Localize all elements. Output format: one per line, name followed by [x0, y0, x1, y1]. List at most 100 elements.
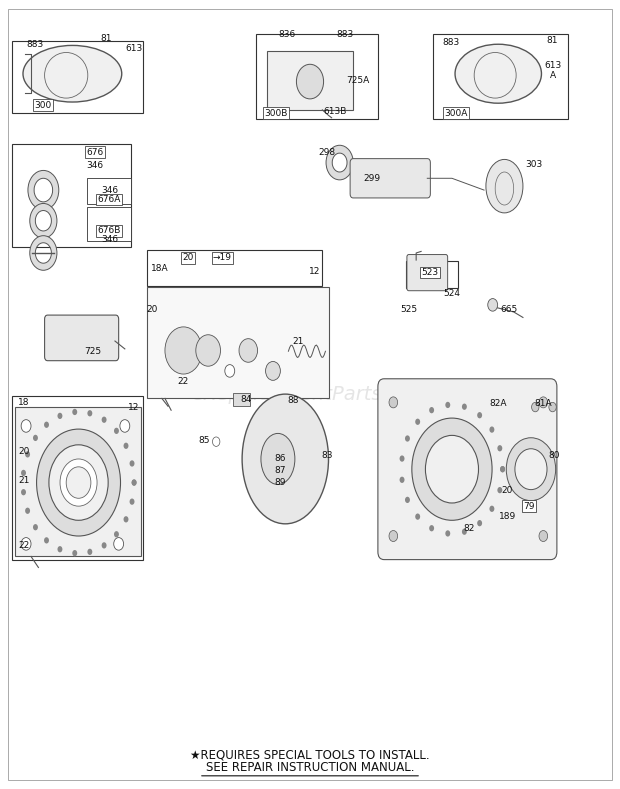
Text: 20: 20 — [146, 305, 157, 314]
Text: eReplacementParts.com: eReplacementParts.com — [191, 385, 429, 404]
Text: →19: →19 — [213, 253, 232, 262]
Ellipse shape — [486, 159, 523, 213]
Text: 300A: 300A — [445, 109, 468, 118]
Circle shape — [123, 516, 128, 522]
Circle shape — [131, 480, 136, 486]
Circle shape — [114, 531, 119, 537]
Circle shape — [102, 417, 107, 423]
Circle shape — [399, 477, 404, 483]
Text: 82: 82 — [464, 524, 475, 533]
Circle shape — [120, 420, 130, 432]
Text: 676B: 676B — [98, 226, 121, 235]
Circle shape — [102, 542, 107, 548]
Text: 20: 20 — [182, 253, 193, 262]
Text: 346: 346 — [101, 186, 118, 196]
Text: 346: 346 — [101, 235, 118, 244]
Circle shape — [58, 546, 63, 552]
Circle shape — [531, 402, 539, 412]
Circle shape — [405, 497, 410, 503]
Circle shape — [21, 489, 26, 495]
Bar — [267, 51, 353, 110]
Circle shape — [58, 413, 63, 419]
Text: 81: 81 — [100, 34, 112, 43]
Circle shape — [21, 537, 31, 550]
FancyBboxPatch shape — [45, 315, 118, 361]
Circle shape — [462, 529, 467, 535]
Ellipse shape — [242, 394, 329, 524]
Bar — [15, 407, 141, 556]
Circle shape — [429, 407, 434, 413]
FancyBboxPatch shape — [234, 393, 249, 406]
Bar — [433, 35, 568, 118]
Circle shape — [21, 469, 26, 476]
Circle shape — [497, 487, 502, 493]
Text: 300B: 300B — [264, 109, 288, 118]
Text: 613
A: 613 A — [544, 61, 561, 80]
Bar — [12, 41, 143, 113]
Text: 613: 613 — [125, 44, 143, 53]
Text: 83: 83 — [322, 451, 333, 460]
Text: 725: 725 — [84, 346, 101, 356]
Circle shape — [196, 335, 221, 366]
Circle shape — [415, 514, 420, 520]
Circle shape — [489, 426, 494, 432]
Text: 80: 80 — [548, 451, 560, 460]
Circle shape — [477, 520, 482, 526]
Circle shape — [21, 420, 31, 432]
Text: 298: 298 — [319, 148, 336, 157]
Circle shape — [113, 537, 123, 550]
Text: 84: 84 — [240, 394, 252, 404]
Text: 81: 81 — [546, 36, 558, 45]
Text: 18: 18 — [18, 398, 29, 407]
Text: 883: 883 — [442, 38, 459, 47]
Text: 20: 20 — [502, 486, 513, 495]
Circle shape — [165, 327, 202, 374]
Circle shape — [130, 499, 135, 505]
Circle shape — [87, 410, 92, 417]
Text: SEE REPAIR INSTRUCTION MANUAL.: SEE REPAIR INSTRUCTION MANUAL. — [206, 761, 414, 775]
Bar — [255, 35, 378, 118]
Circle shape — [445, 530, 450, 537]
Text: 12: 12 — [309, 267, 320, 275]
Text: 21: 21 — [18, 477, 29, 485]
Circle shape — [25, 507, 30, 514]
Circle shape — [497, 445, 502, 451]
Text: 299: 299 — [363, 174, 380, 183]
Bar — [87, 178, 131, 204]
Circle shape — [44, 421, 49, 428]
Text: 79: 79 — [523, 502, 535, 510]
Text: 883: 883 — [27, 40, 44, 49]
Text: 18A: 18A — [151, 264, 168, 273]
Circle shape — [131, 480, 136, 486]
Text: 12: 12 — [128, 402, 140, 412]
Text: 725A: 725A — [346, 76, 369, 84]
Text: 89: 89 — [275, 478, 286, 487]
Bar — [259, 447, 310, 493]
Circle shape — [539, 530, 547, 541]
Circle shape — [25, 451, 30, 458]
Bar — [87, 208, 131, 241]
Circle shape — [73, 409, 78, 415]
Circle shape — [462, 403, 467, 409]
FancyBboxPatch shape — [378, 379, 557, 559]
Circle shape — [87, 548, 92, 555]
FancyBboxPatch shape — [407, 255, 448, 290]
Circle shape — [213, 437, 220, 447]
Text: 21: 21 — [292, 337, 303, 346]
Text: 87: 87 — [275, 466, 286, 475]
Bar — [406, 261, 458, 288]
Circle shape — [389, 397, 397, 408]
Circle shape — [44, 537, 49, 544]
Text: 525: 525 — [400, 305, 417, 314]
Bar — [517, 494, 554, 515]
Ellipse shape — [23, 46, 122, 102]
Text: 613B: 613B — [323, 107, 347, 116]
Circle shape — [477, 412, 482, 418]
Circle shape — [489, 506, 494, 512]
Text: 883: 883 — [336, 30, 353, 39]
Circle shape — [549, 402, 556, 412]
Bar — [147, 286, 329, 398]
Text: 303: 303 — [525, 159, 542, 169]
Circle shape — [405, 436, 410, 442]
Circle shape — [239, 338, 257, 362]
